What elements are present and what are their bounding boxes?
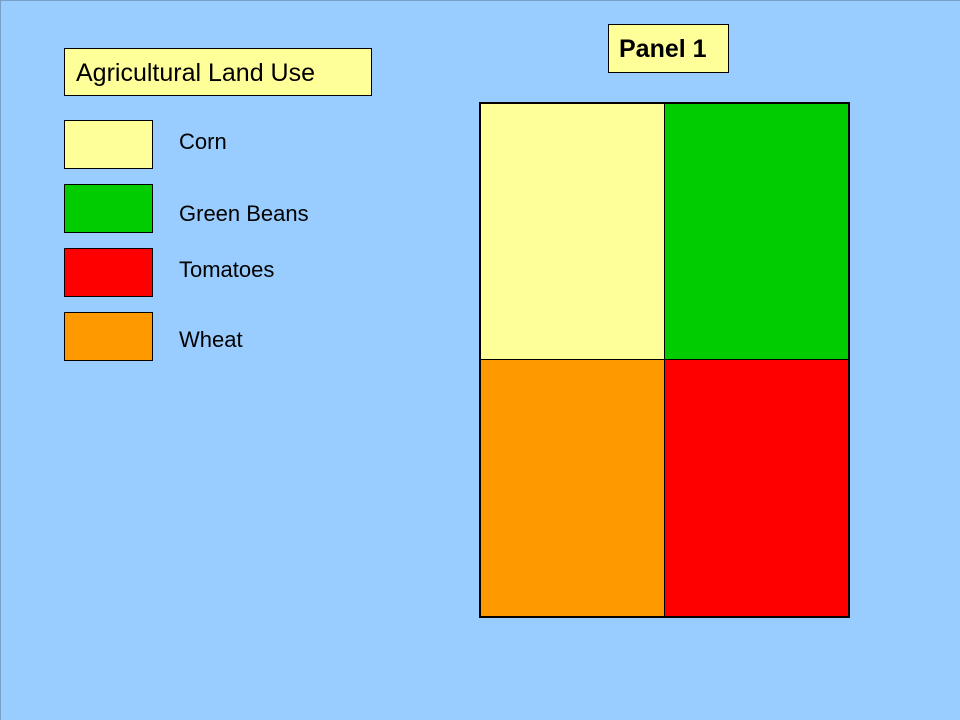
plot-top-right: [665, 104, 848, 360]
plot-top-left: [481, 104, 665, 360]
plot-bottom-left: [481, 360, 665, 616]
legend-swatch-green-beans: [64, 184, 153, 233]
plot-bottom-right: [665, 360, 848, 616]
legend-label-tomatoes: Tomatoes: [179, 257, 275, 282]
legend-swatch-wheat: [64, 312, 153, 361]
panel-label-box: Panel 1: [608, 24, 729, 73]
title-box: Agricultural Land Use: [64, 48, 372, 96]
land-plot-grid: [479, 102, 850, 618]
page-title: Agricultural Land Use: [76, 59, 316, 87]
legend-swatch-corn: [64, 120, 153, 169]
legend-label-wheat: Wheat: [179, 327, 243, 352]
legend-swatch-tomatoes: [64, 248, 153, 297]
legend-label-green-beans: Green Beans: [179, 201, 309, 226]
panel-label: Panel 1: [619, 35, 707, 63]
legend-label-corn: Corn: [179, 129, 227, 154]
